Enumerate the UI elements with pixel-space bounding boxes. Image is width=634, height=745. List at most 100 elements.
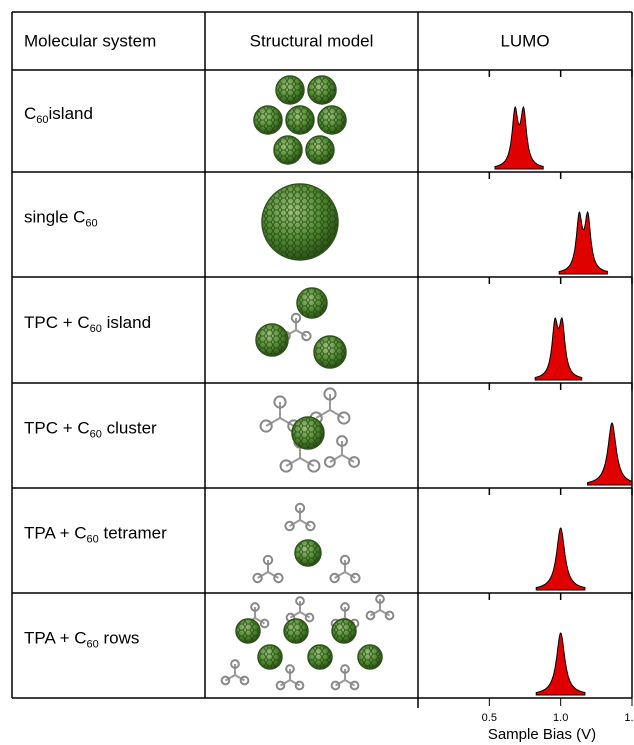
system-label: TPC + C60 island — [24, 313, 151, 334]
phenyl-ring — [337, 411, 351, 425]
organic-arm — [299, 457, 315, 467]
organic-arm — [329, 454, 343, 463]
c60-cage — [309, 77, 335, 103]
phenyl-ring — [220, 675, 231, 686]
phenyl-ring — [252, 572, 263, 584]
organic-arm — [234, 674, 246, 682]
system-label: TPA + C60 tetramer — [24, 524, 167, 545]
system-label-sub: 60 — [85, 217, 97, 229]
phenyl-ring — [307, 459, 321, 473]
phenyl-ring — [279, 459, 293, 473]
organic-arm — [265, 417, 281, 427]
system-label-suffix: rows — [99, 629, 140, 648]
c60-cage — [275, 137, 301, 163]
c60-cage — [319, 107, 345, 133]
phenyl-ring — [294, 502, 306, 514]
c60-cage — [255, 107, 281, 133]
organic-arm — [289, 611, 301, 619]
c60-cage — [309, 646, 331, 668]
c60-cage — [307, 137, 333, 163]
lumo-peak — [494, 105, 544, 170]
system-label-prefix: TPA + C — [24, 629, 87, 648]
phenyl-ring — [285, 664, 295, 674]
system-label: TPC + C60 cluster — [24, 419, 157, 440]
system-label-suffix: island — [102, 313, 151, 332]
phenyl-ring — [339, 554, 351, 566]
organic-arm — [299, 519, 311, 527]
system-label-prefix: C — [24, 104, 36, 123]
lumo-peak — [534, 317, 583, 381]
phenyl-ring — [301, 330, 312, 342]
phenyl-ring — [250, 602, 260, 612]
c60-cage — [293, 418, 323, 448]
c60-cage — [237, 620, 259, 642]
system-label-prefix: TPA + C — [24, 524, 87, 543]
system-label-sub: 60 — [87, 533, 99, 545]
c60-cage — [296, 541, 320, 565]
phenyl-ring — [262, 554, 274, 566]
phenyl-ring — [294, 680, 305, 691]
c60-cage — [333, 620, 355, 642]
lumo-peak — [535, 632, 586, 696]
x-tick-label: 0.5 — [482, 712, 497, 724]
c60-cage — [259, 646, 281, 668]
system-label-prefix: single C — [24, 208, 85, 227]
c60-cage — [277, 77, 303, 103]
table-grid — [11, 11, 633, 708]
phenyl-ring — [375, 594, 385, 604]
phenyl-ring — [295, 596, 305, 606]
phenyl-ring — [340, 664, 350, 674]
c60-cage — [287, 107, 313, 133]
column-header: Structural model — [250, 31, 374, 50]
organic-arm — [279, 417, 295, 427]
phenyl-ring — [323, 456, 336, 468]
column-header: Molecular system — [24, 31, 156, 50]
phenyl-ring — [336, 435, 348, 447]
c60-cage — [359, 646, 381, 668]
x-tick-label: 1.0 — [553, 712, 568, 724]
phenyl-ring — [305, 520, 316, 532]
phenyl-ring — [304, 612, 315, 623]
organic-arm — [289, 519, 301, 527]
x-tick-label: 1.5 — [624, 712, 634, 724]
organic-arm — [329, 409, 345, 419]
phenyl-ring — [239, 675, 250, 686]
system-label-suffix: tetramer — [99, 524, 167, 543]
system-label-suffix: cluster — [102, 419, 157, 438]
system-label-prefix: TPC + C — [24, 313, 90, 332]
phenyl-ring — [340, 602, 350, 612]
phenyl-ring — [323, 387, 337, 401]
phenyl-ring — [230, 659, 240, 669]
organic-arm — [295, 329, 307, 337]
c60-cage — [315, 337, 345, 367]
organic-arm — [341, 454, 355, 463]
c60-cage — [298, 289, 326, 317]
organic-arm — [289, 679, 301, 687]
phenyl-ring — [329, 572, 340, 584]
organic-arm — [285, 457, 301, 467]
phenyl-ring — [259, 618, 270, 629]
phenyl-ring — [384, 610, 395, 621]
organic-arm — [257, 571, 269, 579]
organic-arm — [369, 609, 381, 617]
organic-arm — [315, 409, 331, 419]
organic-arm — [224, 674, 236, 682]
c60-cage — [257, 325, 287, 355]
system-label-prefix: TPC + C — [24, 419, 90, 438]
system-label-sub: 60 — [36, 114, 48, 126]
lumo-peak — [535, 527, 586, 591]
c60-cage — [285, 620, 307, 642]
system-label-suffix: island — [49, 104, 93, 123]
phenyl-ring — [330, 680, 341, 691]
phenyl-ring — [259, 419, 273, 433]
phenyl-ring — [273, 572, 284, 584]
organic-arm — [267, 571, 279, 579]
organic-arm — [334, 571, 346, 579]
phenyl-ring — [290, 312, 302, 324]
system-label: TPA + C60 rows — [24, 629, 139, 650]
lumo-peak — [587, 422, 633, 486]
organic-arm — [279, 679, 291, 687]
phenyl-ring — [275, 680, 286, 691]
phenyl-ring — [350, 572, 361, 584]
